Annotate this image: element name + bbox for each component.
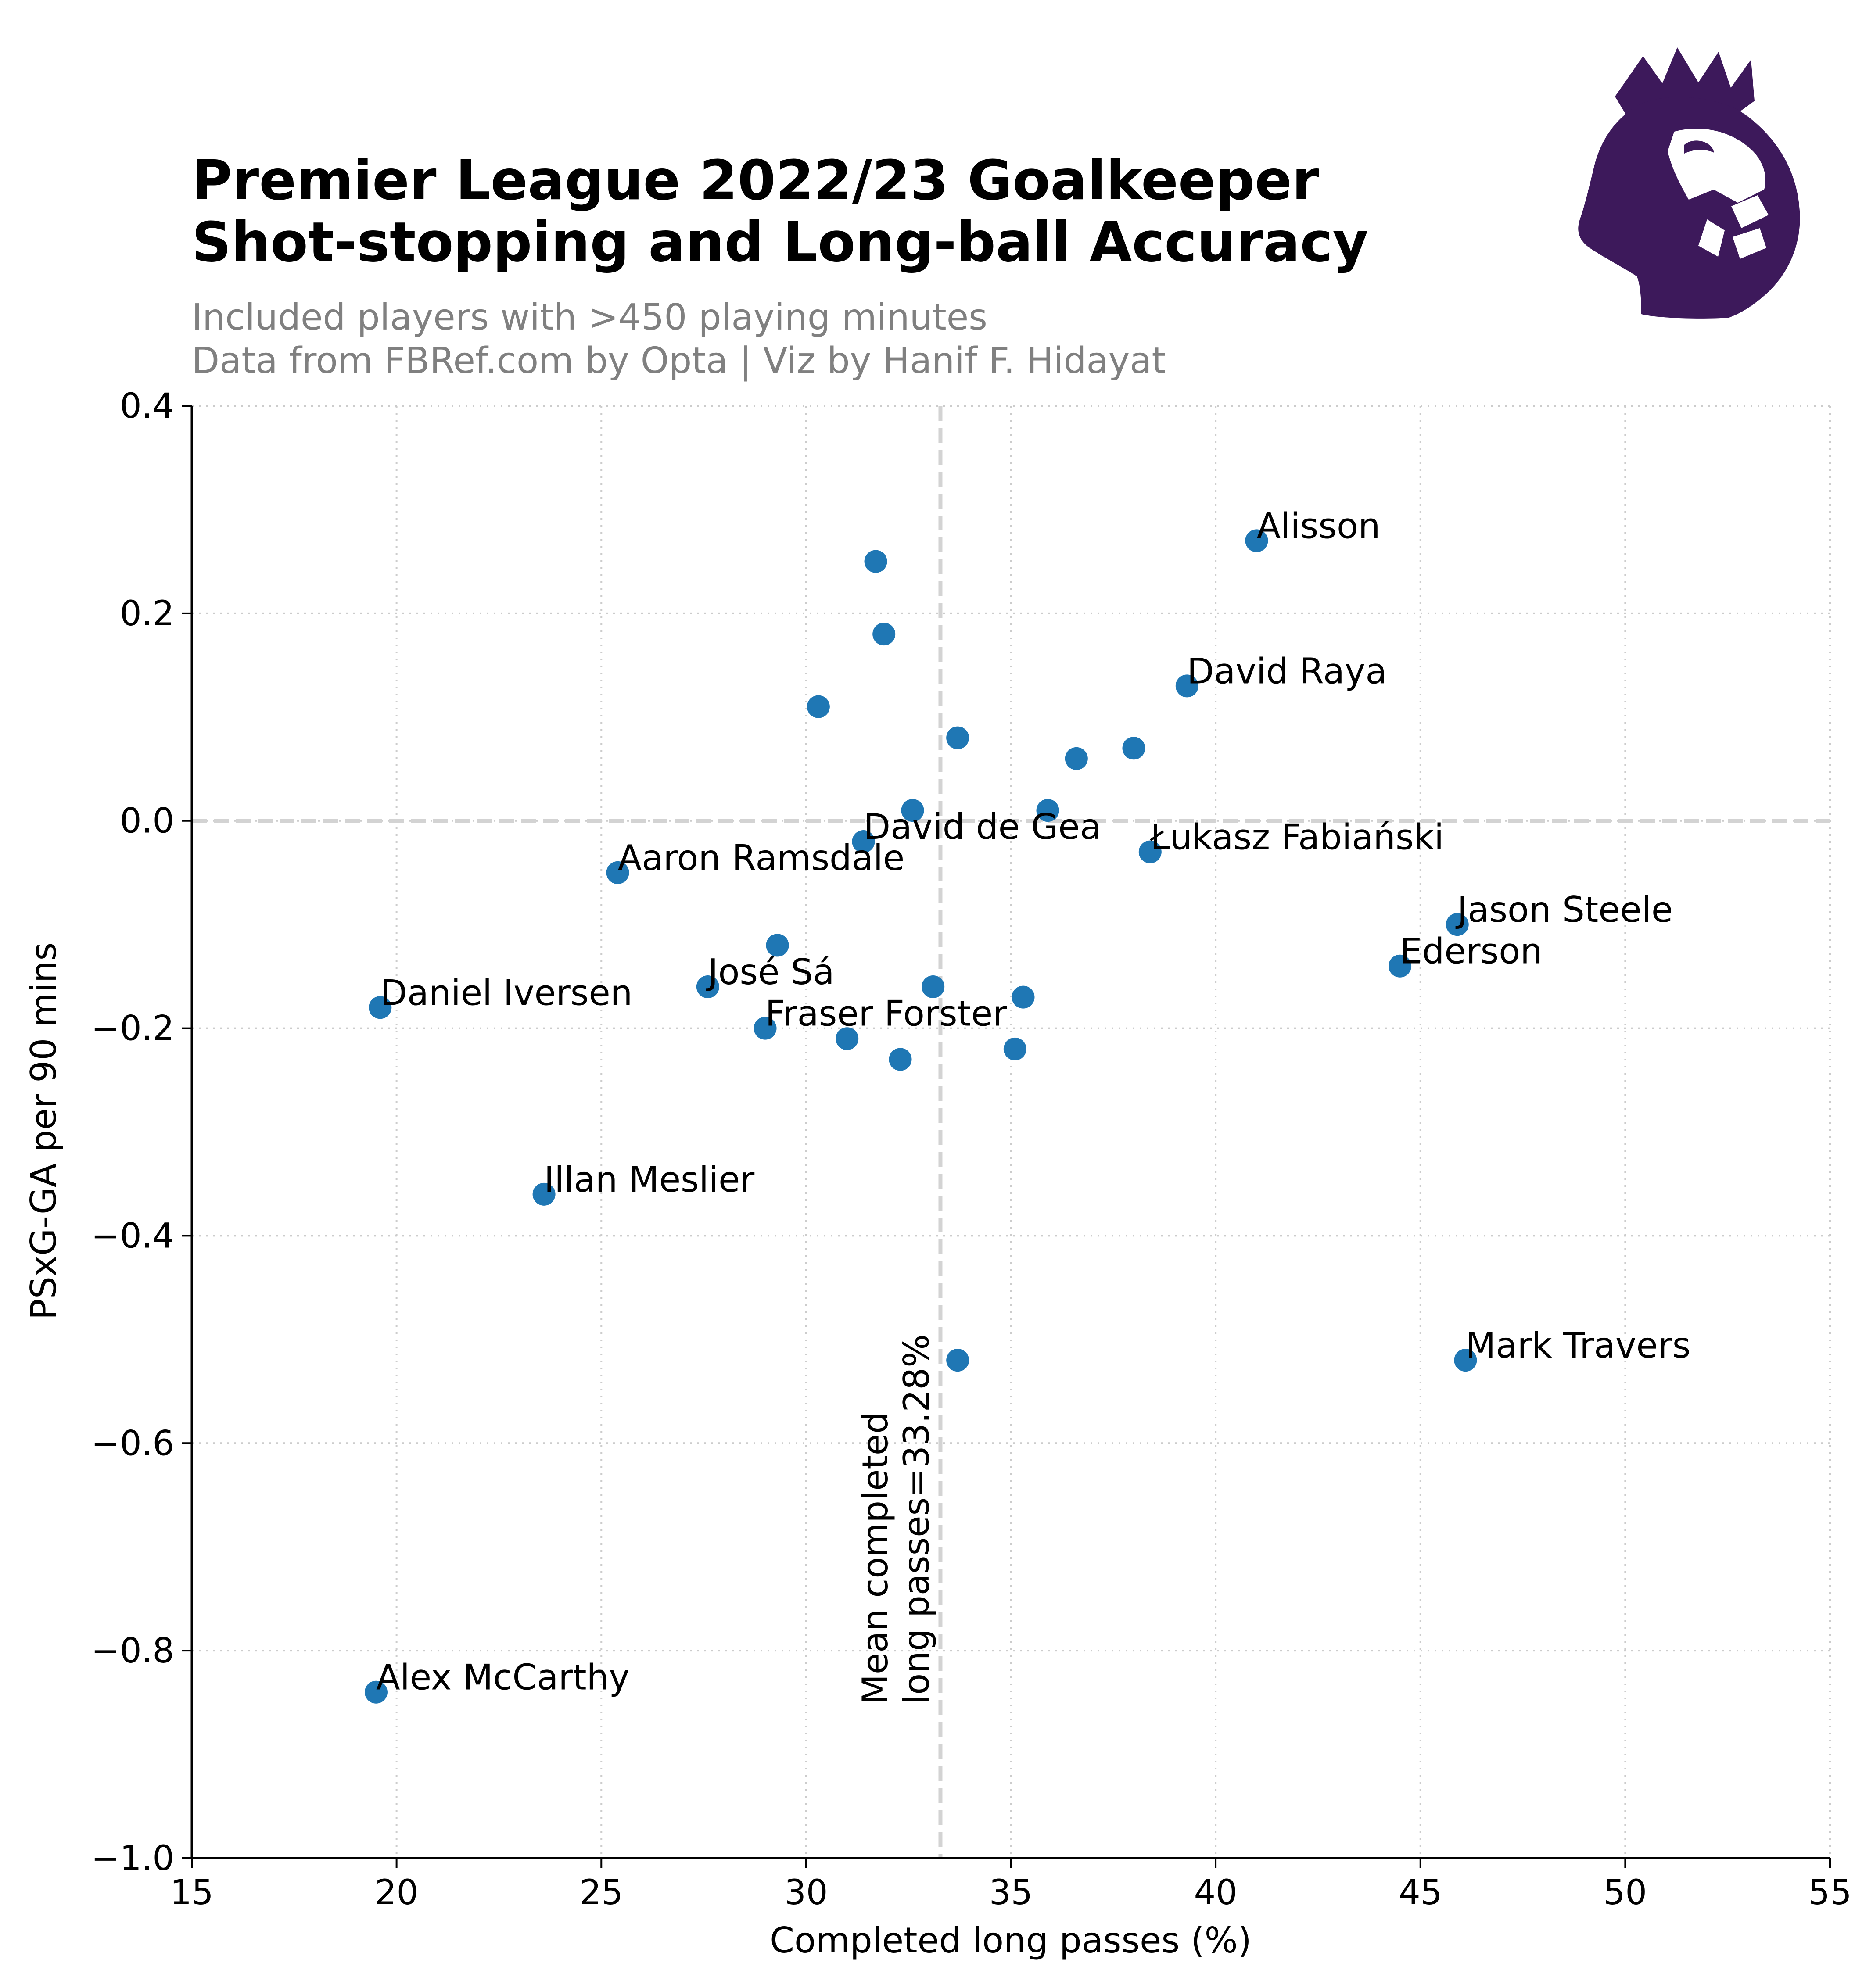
- scatter-point: [872, 623, 896, 646]
- scatter-point: [864, 550, 887, 573]
- point-label: Illan Meslier: [544, 1159, 755, 1200]
- logo-lion-mane-stripe: [1698, 219, 1725, 257]
- chart-subtitle-line-1: Included players with >450 playing minut…: [192, 297, 987, 338]
- scatter-point: [922, 975, 945, 998]
- point-label: David Raya: [1187, 651, 1387, 691]
- point-label: Aaron Ramsdale: [618, 838, 905, 878]
- reference-lines: [192, 406, 1830, 1858]
- x-tick-label: 35: [989, 1873, 1033, 1913]
- x-tick-label: 55: [1808, 1873, 1851, 1913]
- y-tick-label: −1.0: [91, 1839, 174, 1878]
- x-tick-label: 45: [1399, 1873, 1442, 1913]
- tick-labels: 15 20 25 30 35 40 45 50 55 0.4 0.2 0.0 −0.2 −0.4 −0.6 −…: [91, 387, 1852, 1913]
- data-points: [364, 529, 1477, 1704]
- chart-subtitle-line-2: Data from FBRef.com by Opta | Viz by Han…: [192, 340, 1166, 382]
- chart-title-line-1: Premier League 2022/23 Goalkeeper: [192, 149, 1319, 212]
- mean-line-label: Mean completed long passes=33.28%: [855, 1334, 937, 1705]
- point-labels: Alisson David Raya David de Gea Łukasz Fabi…: [376, 505, 1690, 1698]
- scatter-point: [369, 996, 392, 1019]
- y-tick-label: 0.0: [120, 802, 174, 841]
- scatter-point: [946, 1349, 969, 1372]
- gridlines: [192, 405, 1831, 1858]
- point-label: Alisson: [1256, 505, 1380, 546]
- scatter-point: [889, 1048, 912, 1071]
- logo-lion-mane-stripe: [1731, 195, 1769, 228]
- scatter-point: [606, 861, 629, 884]
- premier-league-lion-logo: [1578, 47, 1800, 319]
- point-label: Jason Steele: [1455, 889, 1673, 930]
- scatter-point: [1138, 840, 1162, 863]
- scatter-point: [1065, 747, 1088, 770]
- scatter-point: [766, 934, 789, 957]
- y-tick-label: 0.4: [120, 387, 174, 426]
- scatter-point: [946, 726, 969, 749]
- y-tick-label: −0.4: [91, 1216, 174, 1256]
- logo-lion-eye: [1684, 140, 1714, 154]
- chart-title-line-2: Shot-stopping and Long-ball Accuracy: [192, 211, 1368, 274]
- scatter-point: [1012, 985, 1035, 1009]
- mean-line-label-line-2: long passes=33.28%: [896, 1334, 937, 1705]
- y-axis-label: PSxG-GA per 90 mins: [23, 942, 64, 1320]
- point-label: Daniel Iversen: [380, 972, 632, 1013]
- point-label: Łukasz Fabiański: [1150, 817, 1444, 858]
- scatter-point: [1122, 737, 1145, 760]
- scatter-point: [696, 975, 719, 998]
- x-axis-label: Completed long passes (%): [770, 1920, 1252, 1961]
- x-tick-label: 50: [1604, 1873, 1647, 1913]
- axes: [182, 405, 1831, 1868]
- scatter-point: [754, 1017, 777, 1040]
- y-tick-label: −0.6: [91, 1424, 174, 1463]
- x-tick-label: 25: [580, 1873, 623, 1913]
- scatter-point: [364, 1680, 388, 1704]
- scatter-point: [532, 1182, 556, 1206]
- scatter-point: [1175, 674, 1198, 698]
- point-label: Ederson: [1400, 931, 1543, 972]
- logo-lion-mane-stripe: [1733, 228, 1766, 259]
- scatter-point: [1389, 954, 1412, 978]
- scatter-point: [836, 1027, 859, 1050]
- x-tick-label: 30: [784, 1873, 828, 1913]
- x-tick-label: 20: [375, 1873, 418, 1913]
- y-tick-label: −0.8: [91, 1631, 174, 1671]
- scatter-point: [1036, 799, 1059, 822]
- y-tick-label: −0.2: [91, 1009, 174, 1049]
- scatter-point: [1245, 529, 1268, 552]
- scatter-point: [1454, 1349, 1477, 1372]
- scatter-point: [1003, 1037, 1026, 1060]
- y-tick-label: 0.2: [120, 594, 174, 634]
- point-label: Alex McCarthy: [376, 1657, 630, 1698]
- point-label: Fraser Forster: [765, 993, 1008, 1034]
- point-label: Mark Travers: [1465, 1325, 1690, 1366]
- point-label: José Sá: [706, 952, 835, 992]
- scatter-point: [901, 799, 924, 822]
- mean-line-label-line-1: Mean completed: [855, 1411, 896, 1705]
- scatter-point: [1446, 913, 1469, 936]
- x-tick-label: 40: [1194, 1873, 1237, 1913]
- scatter-point: [852, 830, 875, 853]
- scatter-point: [807, 695, 830, 718]
- x-tick-label: 15: [170, 1873, 213, 1913]
- point-label: David de Gea: [864, 806, 1102, 847]
